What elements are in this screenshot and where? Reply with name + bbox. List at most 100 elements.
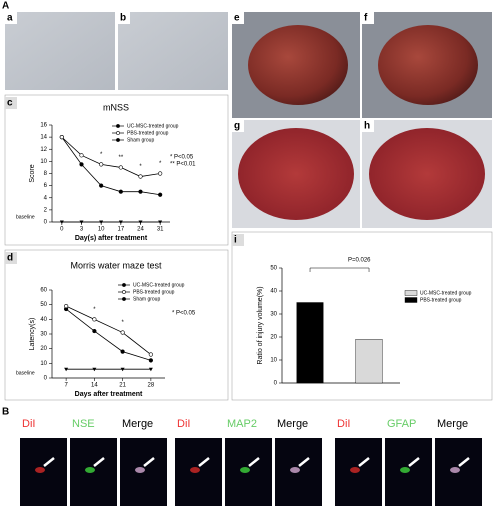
- x-tick-label: 24: [137, 227, 144, 233]
- letter-box: [118, 12, 130, 24]
- marker: [138, 174, 143, 179]
- cell: [450, 467, 460, 473]
- marker: [59, 135, 64, 140]
- marker: [92, 317, 97, 322]
- significance-bracket: [309, 267, 370, 272]
- y-tick-label: 30: [40, 332, 47, 338]
- x-tick-label: 17: [117, 227, 124, 233]
- panel-letter: f: [364, 13, 368, 24]
- brain-f: [378, 25, 478, 105]
- marker: [99, 183, 104, 188]
- marker: [148, 358, 153, 363]
- annotation: P=0.026: [348, 258, 371, 264]
- panel-letter: a: [7, 13, 13, 24]
- marker: [138, 220, 143, 224]
- stain-label: DiI: [22, 418, 35, 430]
- stain-label: NSE: [72, 418, 95, 430]
- legend-label: Sham group: [133, 296, 160, 302]
- y-tick-label: 50: [40, 302, 47, 308]
- significance-mark: *: [121, 320, 124, 326]
- marker: [118, 189, 123, 194]
- legend-marker: [122, 297, 126, 301]
- y-tick-label: 12: [40, 147, 47, 153]
- y-tick-label: 10: [40, 159, 47, 165]
- panel-letter: c: [7, 98, 13, 109]
- cell: [240, 467, 250, 473]
- y-tick-label: 30: [270, 312, 277, 318]
- legend-marker: [116, 138, 120, 142]
- x-tick-label: 31: [157, 227, 164, 233]
- significance-mark: *: [159, 161, 162, 167]
- panel-letter: i: [234, 235, 237, 246]
- stain-label: GFAP: [387, 418, 416, 430]
- photo-a: [5, 12, 115, 90]
- marker: [92, 328, 97, 334]
- marker: [79, 153, 84, 158]
- legend-marker: [122, 290, 126, 294]
- legend-swatch: [404, 290, 418, 296]
- slice-h: [369, 128, 485, 220]
- letter-box: [232, 120, 244, 132]
- letter-box: [5, 97, 17, 109]
- x-tick-label: 7: [64, 383, 68, 389]
- y-tick-label: 16: [40, 123, 47, 129]
- marker: [138, 189, 143, 194]
- marker: [148, 367, 153, 372]
- annotation: ** P<0.01: [170, 162, 196, 168]
- panel-letter: e: [234, 13, 240, 24]
- panel-letter: b: [120, 13, 126, 24]
- stain-label: Merge: [437, 418, 468, 430]
- y-tick-label: 10: [270, 358, 277, 364]
- marker: [64, 367, 69, 372]
- stain-label: Merge: [277, 418, 308, 430]
- marker: [118, 165, 123, 170]
- significance-mark: *: [139, 164, 142, 170]
- marker: [158, 192, 163, 197]
- baseline-label: baseline: [16, 214, 35, 220]
- y-tick-label: 0: [44, 220, 48, 226]
- photo-b: [118, 12, 228, 90]
- arrow: [408, 457, 420, 467]
- y-tick-label: 40: [40, 317, 47, 323]
- y-tick-label: 4: [44, 195, 48, 201]
- y-axis-label: Score: [29, 164, 36, 182]
- y-tick-label: 6: [44, 183, 48, 189]
- legend-marker: [116, 124, 120, 128]
- marker: [158, 171, 163, 176]
- stain-label: Merge: [122, 418, 153, 430]
- marker: [118, 220, 123, 224]
- baseline-label: baseline: [16, 370, 35, 376]
- arrow: [248, 457, 260, 467]
- letter-box: [362, 120, 374, 132]
- cell: [350, 467, 360, 473]
- marker: [148, 352, 153, 357]
- y-tick-label: 0: [44, 376, 48, 382]
- cell: [135, 467, 145, 473]
- panel-letter: h: [364, 121, 370, 132]
- arrow: [458, 457, 470, 467]
- panel-c-frame: [4, 94, 229, 246]
- y-tick-label: 60: [40, 288, 47, 294]
- y-tick-label: 20: [40, 346, 47, 352]
- legend-marker: [116, 131, 120, 135]
- series-line: [61, 136, 161, 177]
- panel-i-frame: [231, 231, 493, 401]
- legend-label: PBS-treated group: [420, 297, 462, 303]
- cell: [190, 467, 200, 473]
- marker: [59, 220, 64, 224]
- marker: [158, 220, 163, 224]
- y-axis-label: Latency(s): [29, 318, 36, 351]
- panel-letter: B: [2, 407, 9, 418]
- slice-g: [238, 128, 354, 220]
- cell: [85, 467, 95, 473]
- marker: [99, 162, 104, 167]
- marker: [99, 220, 104, 224]
- bar: [296, 302, 324, 384]
- x-tick-label: 0: [60, 227, 64, 233]
- arrow: [43, 457, 55, 467]
- legend-label: UC-MSC-treated group: [420, 290, 472, 296]
- x-axis-label: Days after treatment: [75, 391, 143, 398]
- x-tick-label: 14: [91, 383, 98, 389]
- series-line: [65, 308, 151, 361]
